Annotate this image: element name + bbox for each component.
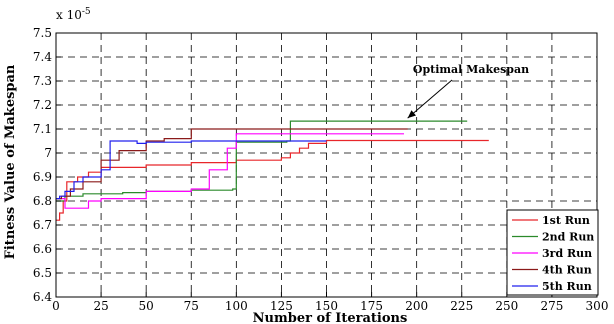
series-line-3: [56, 133, 404, 209]
y-tick-label: 7: [44, 146, 52, 160]
y-tick-label: 6.9: [33, 170, 52, 184]
y-axis-multiplier-exponent: -5: [82, 7, 91, 17]
y-tick-label: 6.8: [33, 194, 52, 208]
y-tick-label: 7.4: [33, 50, 52, 64]
series-line-1: [56, 139, 489, 221]
annotation-arrow-head: [407, 110, 416, 119]
legend-label-5: 5th Run: [542, 280, 592, 293]
optimal-makespan-annotation: Optimal Makespan: [407, 63, 529, 119]
y-tick-label: 7.3: [33, 74, 52, 88]
y-tick-label: 7.5: [33, 26, 52, 40]
y-tick-label: 6.6: [33, 242, 52, 256]
x-tick-label: 50: [139, 299, 154, 313]
x-tick-label: 125: [270, 299, 293, 313]
x-tick-label: 75: [184, 299, 199, 313]
x-axis-ticks: 0 25 50 75 100 125 150 175 200 225 250 275 300: [52, 292, 608, 313]
x-tick-label: 200: [405, 299, 428, 313]
y-tick-label: 7.1: [33, 122, 52, 136]
x-tick-label: 275: [540, 299, 563, 313]
legend-label-1: 1st Run: [542, 214, 590, 227]
x-tick-label: 300: [586, 299, 609, 313]
x-axis-title: Number of Iterations: [253, 311, 408, 324]
x-tick-label: 25: [93, 299, 108, 313]
series-line-2: [56, 120, 468, 202]
y-axis-multiplier: x 10-5: [56, 7, 91, 22]
series-line-4: [56, 128, 408, 200]
y-tick-label: 6.4: [33, 290, 52, 304]
legend: 1st Run 2nd Run 3rd Run 4th Run 5th Run: [506, 209, 599, 296]
x-tick-label: 0: [52, 299, 60, 313]
series-lines: [56, 120, 489, 221]
y-tick-label: 6.7: [33, 218, 52, 232]
y-axis-title: Fitness Value of Makespan: [3, 64, 18, 259]
x-tick-label: 250: [495, 299, 518, 313]
x-tick-label: 150: [315, 299, 338, 313]
annotation-label: Optimal Makespan: [413, 63, 529, 76]
y-axis-ticks: 6.4 6.5 6.6 6.7 6.8 6.9 7 7.1 7.2 7.3 7.4 7.5: [33, 26, 61, 304]
y-tick-label: 7.2: [33, 98, 52, 112]
y-tick-label: 6.5: [33, 266, 52, 280]
x-tick-label: 225: [450, 299, 473, 313]
legend-label-3: 3rd Run: [542, 247, 592, 260]
annotation-arrow: [407, 79, 453, 119]
legend-label-4: 4th Run: [542, 264, 592, 277]
series-line-5: [56, 140, 327, 200]
x-tick-label: 175: [360, 299, 383, 313]
x-tick-label: 100: [225, 299, 248, 313]
legend-label-2: 2nd Run: [542, 231, 594, 244]
